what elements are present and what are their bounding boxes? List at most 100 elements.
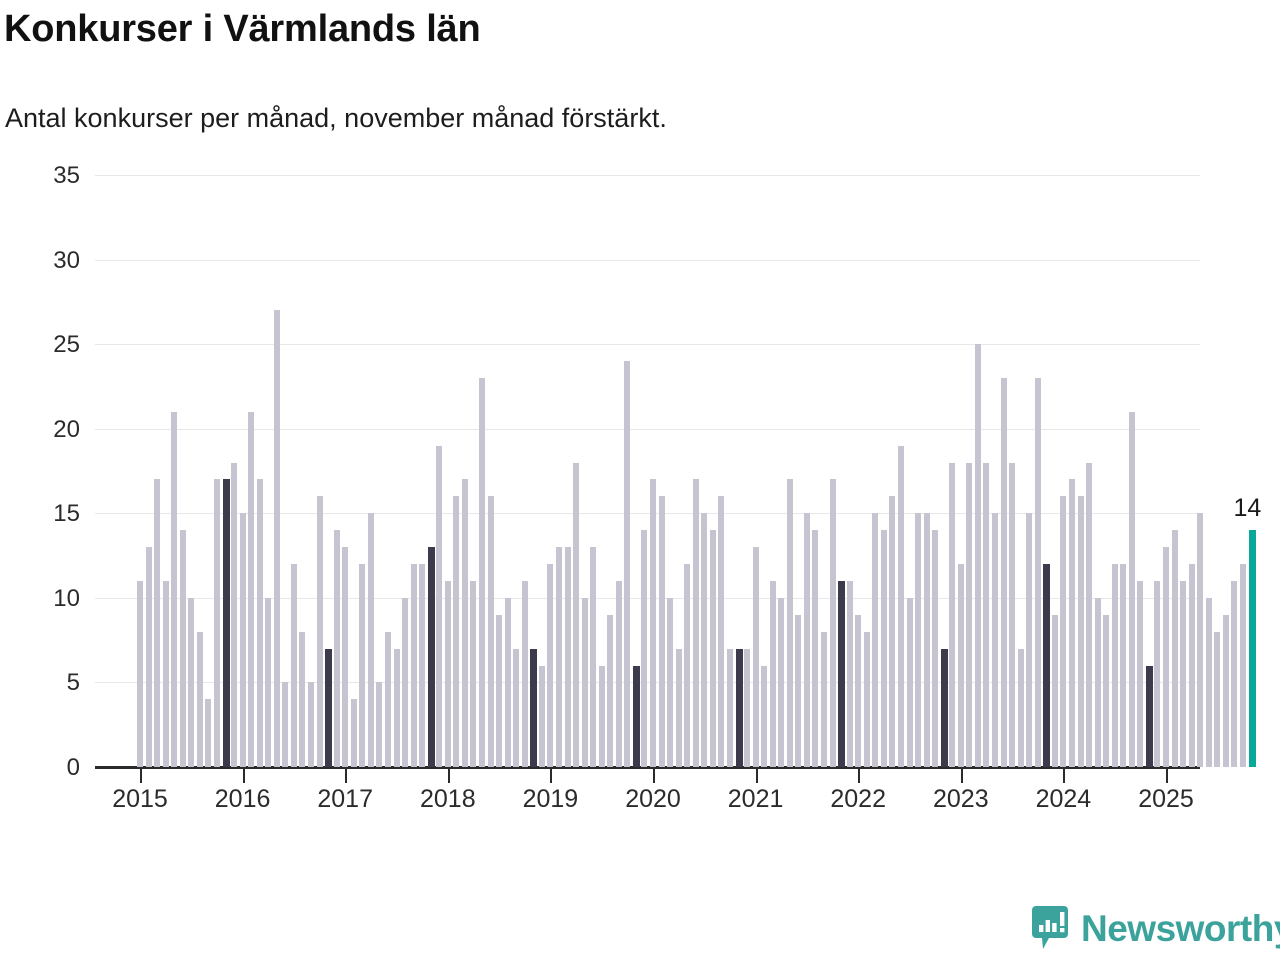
bar-november (530, 648, 538, 767)
x-axis-tick (140, 767, 142, 783)
bar (547, 564, 554, 767)
gridline (95, 344, 1200, 346)
x-axis-tick-label: 2022 (830, 785, 886, 813)
bar (1197, 513, 1204, 767)
bar (350, 699, 357, 767)
x-axis-tick (1166, 767, 1168, 783)
x-axis: 2015 2016 2017 2018 2019 2020 2021 2022 2023 2024… (95, 767, 1205, 827)
bar (367, 513, 374, 767)
bar (744, 648, 751, 767)
x-axis-tick-label: 2019 (522, 785, 579, 813)
gridline (95, 513, 1200, 515)
bar (624, 361, 631, 767)
bar (863, 631, 870, 767)
bar (239, 513, 246, 767)
x-axis-tick (550, 767, 553, 783)
bar (470, 580, 477, 767)
bar (154, 479, 161, 767)
x-axis-tick-label: 2018 (419, 785, 476, 813)
bar (992, 513, 998, 767)
bar (564, 547, 571, 767)
bar (410, 564, 417, 767)
bar (162, 580, 169, 767)
bar (1154, 580, 1161, 767)
bar (778, 597, 785, 767)
x-axis-tick (653, 767, 655, 783)
newsworthy-logo[interactable]: Newsworthy (1032, 906, 1280, 950)
bar (1214, 631, 1221, 767)
bar (1086, 462, 1093, 767)
bar (273, 310, 280, 767)
bar (538, 665, 545, 767)
bar (812, 530, 819, 767)
bar (906, 597, 913, 767)
bar (957, 564, 964, 767)
bar (282, 682, 289, 767)
bar (376, 682, 383, 767)
bar-series (95, 175, 1256, 767)
bar (667, 597, 674, 767)
x-axis-tick-label: 2023 (932, 785, 989, 813)
bar (709, 530, 716, 767)
bar (658, 496, 665, 767)
bar-november (632, 665, 640, 767)
bar (384, 631, 391, 767)
bar (1009, 462, 1016, 767)
y-axis-tick-label: 25 (53, 331, 80, 359)
bar (675, 648, 682, 767)
bar (1051, 614, 1058, 767)
bar (436, 445, 443, 767)
logo-wordmark: Newsworthy (1081, 907, 1280, 949)
bar-november (1043, 564, 1051, 767)
bar (786, 479, 793, 767)
bar (504, 597, 511, 767)
bar (316, 496, 323, 767)
bar (496, 614, 503, 767)
bar (444, 580, 451, 767)
bar (419, 564, 426, 767)
bar-november (1145, 665, 1153, 767)
bar (949, 462, 956, 767)
y-axis-tick-label: 10 (53, 584, 80, 612)
bar (795, 614, 802, 767)
bar (692, 479, 699, 767)
bar (1205, 597, 1212, 767)
chart-plot-area (95, 175, 1256, 769)
bar (179, 530, 186, 767)
bar (479, 377, 485, 767)
bar (889, 496, 896, 767)
y-axis-tick-label: 35 (53, 162, 80, 189)
bar (726, 648, 733, 767)
x-axis-tick-label: 2020 (625, 785, 681, 813)
gridline (95, 682, 1200, 684)
chart-subtitle: Antal konkurser per månad, november måna… (5, 103, 667, 133)
bar (188, 597, 195, 767)
bar (923, 513, 930, 767)
bar (1137, 580, 1144, 767)
bar (333, 530, 340, 767)
bar (248, 411, 255, 767)
bar (607, 614, 614, 767)
bar (231, 462, 238, 767)
bar (1103, 614, 1110, 767)
bar (1026, 513, 1033, 767)
bar (145, 547, 152, 767)
y-axis-tick-label: 30 (53, 246, 80, 274)
y-axis-tick-label: 5 (66, 669, 80, 697)
bar (915, 513, 922, 767)
bar (897, 445, 904, 767)
x-axis-tick (242, 767, 245, 783)
gridline (95, 428, 1200, 430)
bar (1094, 597, 1101, 767)
bar (205, 699, 212, 767)
bar (213, 479, 220, 767)
bar (803, 513, 810, 767)
bar (932, 530, 939, 767)
bar (196, 631, 203, 767)
bar (821, 631, 827, 767)
bar (1222, 614, 1229, 767)
bar (461, 479, 468, 767)
bar (1128, 411, 1135, 767)
x-axis-tick (447, 767, 450, 783)
bar (761, 665, 768, 767)
